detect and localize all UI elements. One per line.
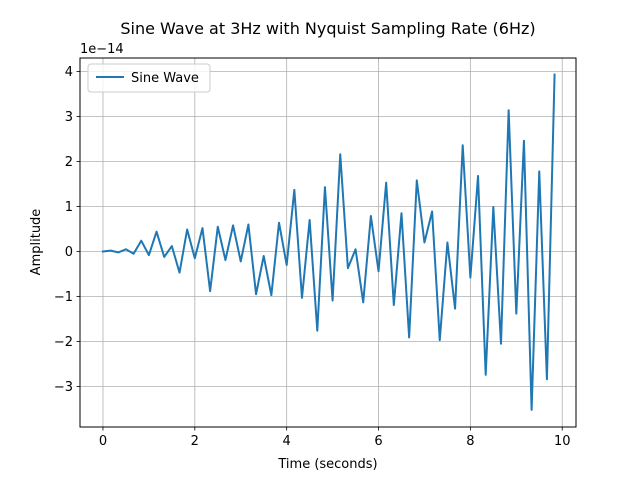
y-tick-label: −2 (54, 335, 73, 350)
x-axis-label: Time (seconds) (277, 457, 377, 472)
series-line-sine-wave (101, 73, 556, 411)
y-tick-label: 2 (65, 155, 73, 170)
y-tick-label: 0 (65, 245, 73, 260)
y-tick-label: 4 (65, 65, 73, 80)
y-tick-label: −3 (54, 380, 73, 395)
x-tick-label: 4 (283, 434, 291, 449)
y-offset-text: 1e−14 (80, 42, 124, 57)
legend: Sine Wave (87, 63, 211, 93)
legend-label-sine-wave: Sine Wave (131, 71, 199, 86)
legend-box (87, 63, 211, 93)
x-tick-label: 8 (466, 434, 474, 449)
chart-title: Sine Wave at 3Hz with Nyquist Sampling R… (120, 19, 535, 38)
y-axis-label: Amplitude (29, 209, 44, 276)
x-tick-label: 0 (99, 434, 107, 449)
y-tick-label: 3 (65, 110, 73, 125)
series-group (101, 73, 556, 411)
x-tick-label: 2 (191, 434, 199, 449)
y-tick-label: 1 (65, 200, 73, 215)
y-tick-label: −1 (54, 290, 73, 305)
plot-frame (79, 57, 577, 428)
x-tick-label: 10 (554, 434, 571, 449)
ticks: 0 2 4 6 8 10 −3 −2 −1 0 1 2 3 4 (54, 65, 571, 449)
x-tick-label: 6 (374, 434, 382, 449)
